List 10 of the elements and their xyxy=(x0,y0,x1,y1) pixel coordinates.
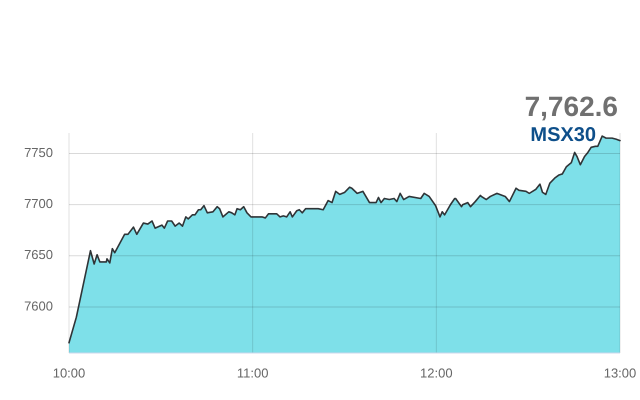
x-tick-label: 13:00 xyxy=(604,365,636,380)
y-tick-label: 7750 xyxy=(24,144,53,160)
y-tick-label: 7600 xyxy=(24,298,53,314)
chart-title: MSX30 xyxy=(530,124,596,146)
text: 7,762.6 xyxy=(524,91,618,122)
x-tick-label: 11:00 xyxy=(236,365,268,380)
x-tick-label: 12:00 xyxy=(420,365,453,380)
y-tick-label: 7650 xyxy=(24,247,53,262)
y-tick-label: 7700 xyxy=(24,196,53,212)
x-tick-label: 10:00 xyxy=(52,365,86,380)
